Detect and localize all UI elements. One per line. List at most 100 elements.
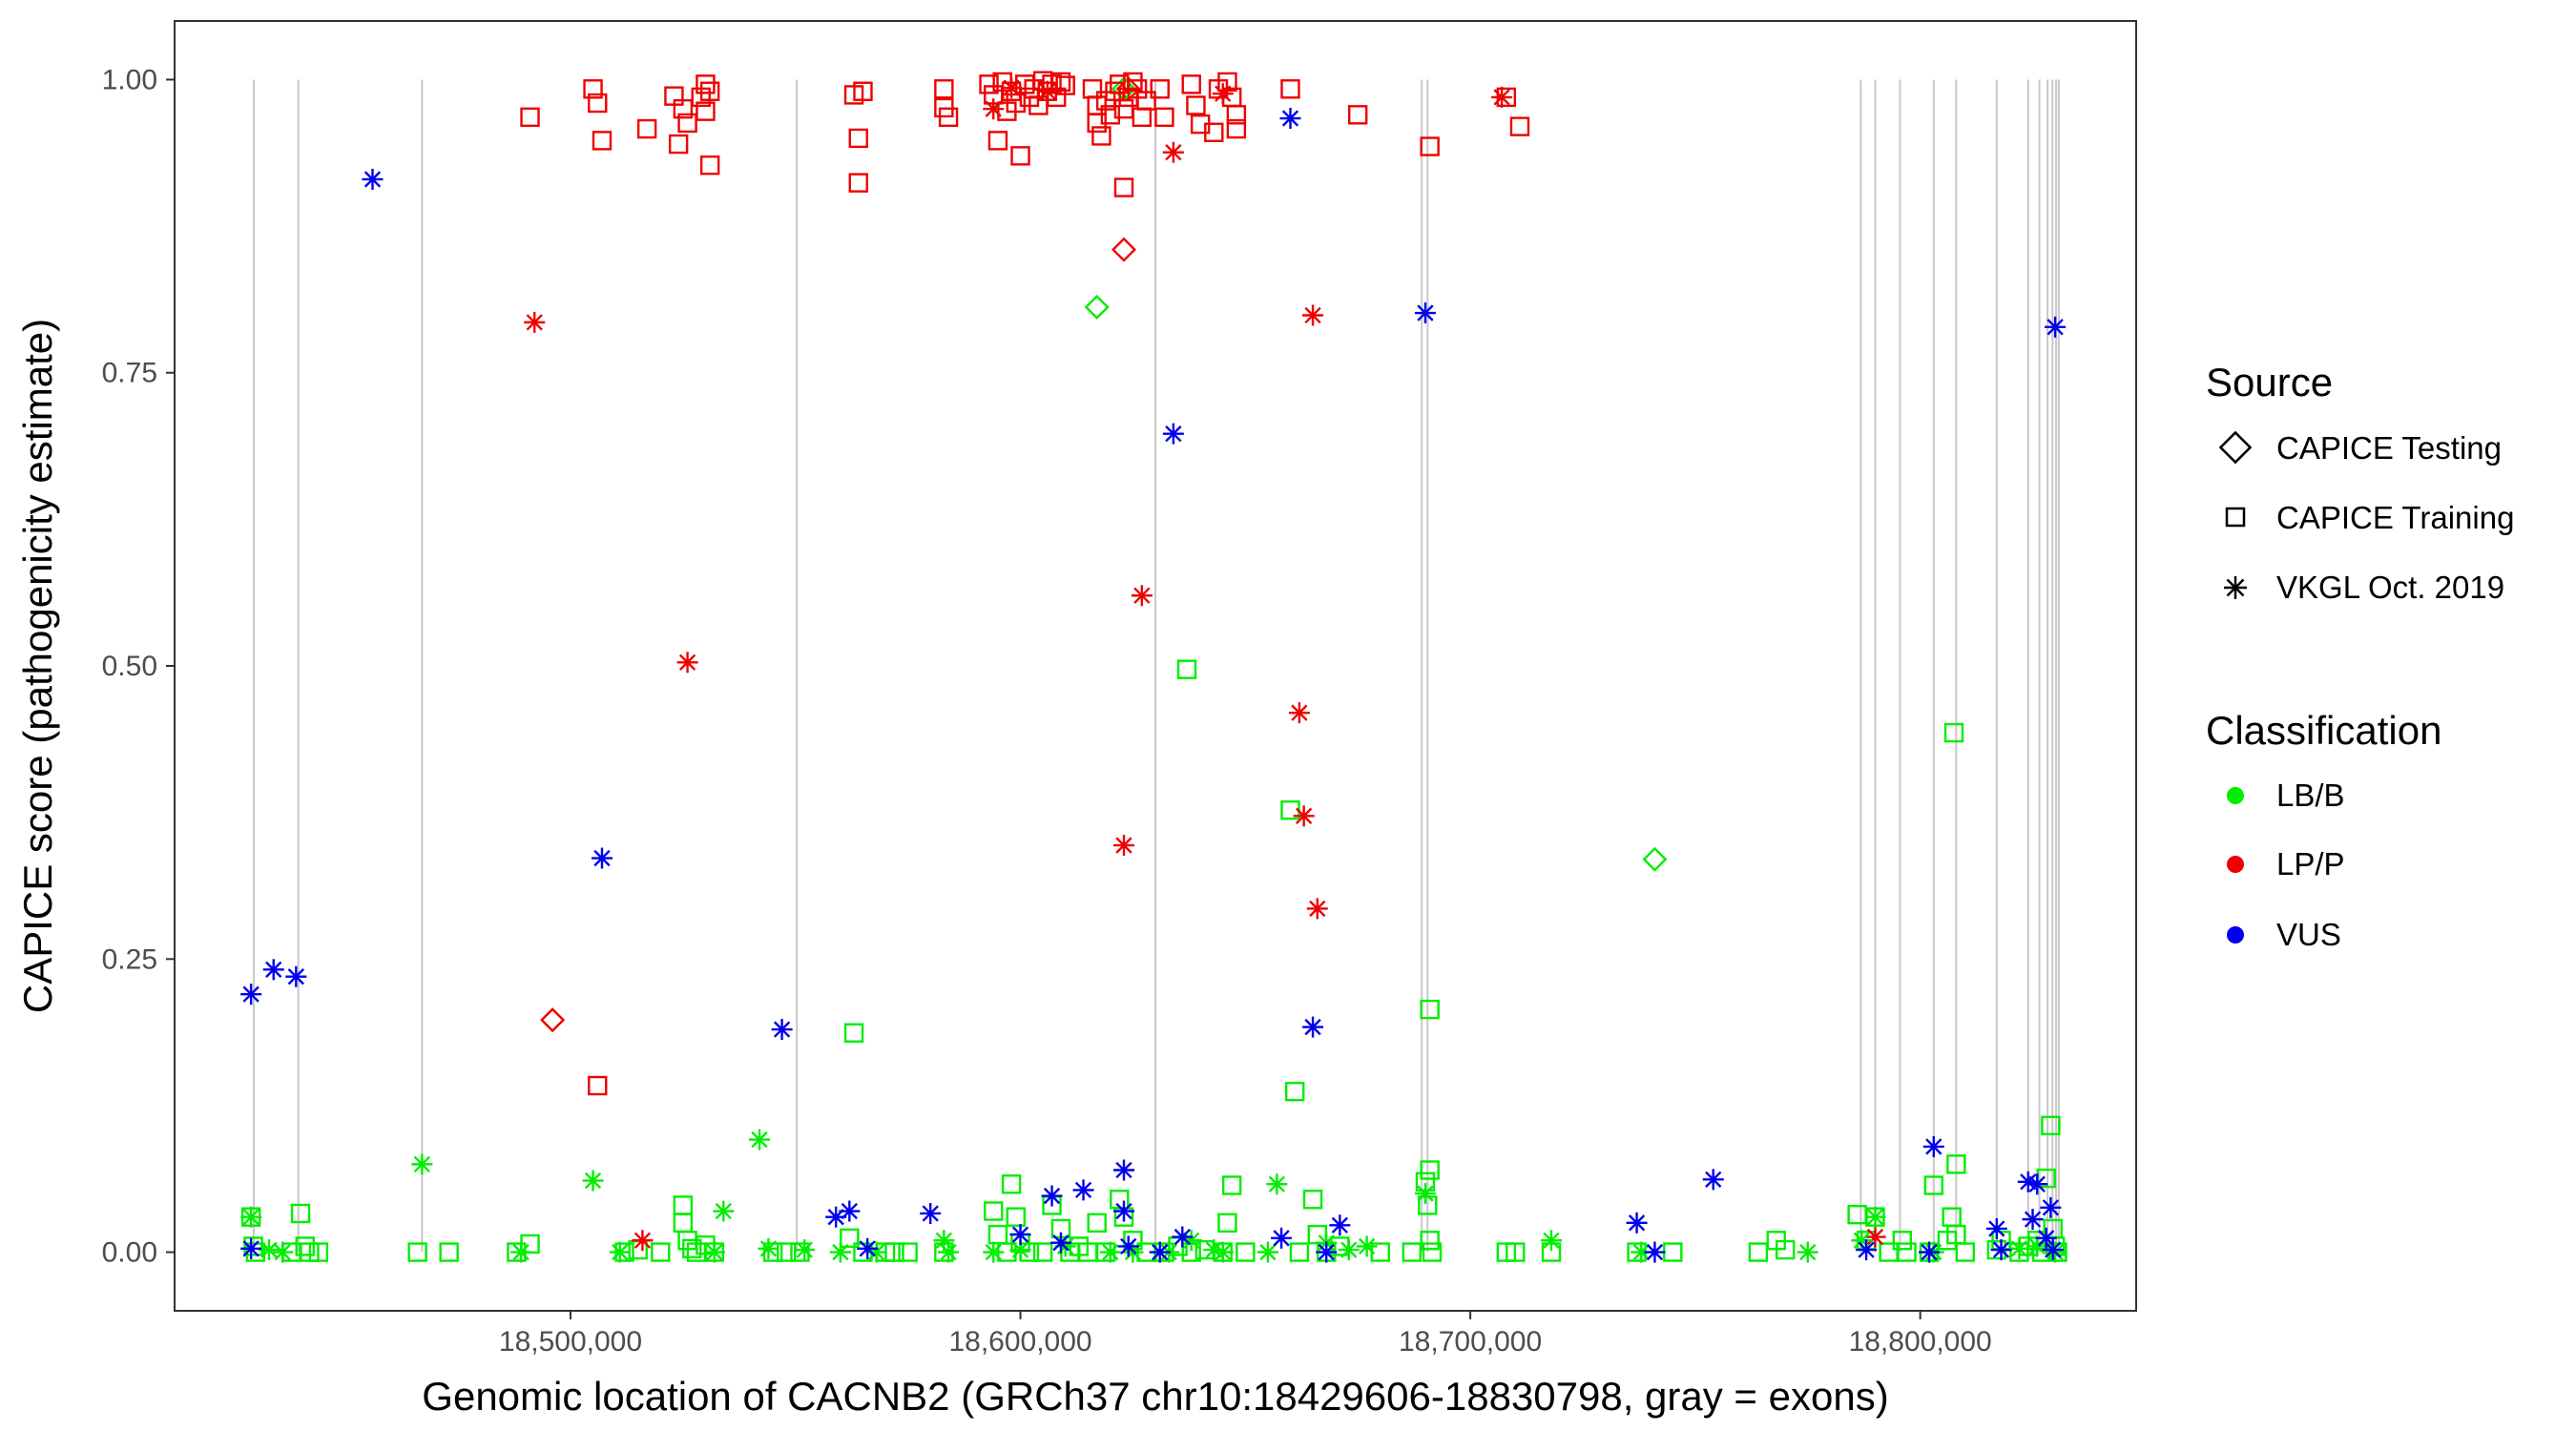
data-point-vkgl: [1414, 1183, 1436, 1205]
data-point-vkgl: [1212, 83, 1234, 105]
data-point-vkgl: [1919, 1241, 1941, 1263]
data-point-vkgl: [1316, 1241, 1338, 1263]
data-point-vkgl: [676, 652, 698, 674]
data-point-training: [1402, 1242, 1422, 1262]
data-point-training: [1006, 1207, 1027, 1227]
data-point-vkgl: [609, 1241, 631, 1263]
data-point-training: [1236, 1242, 1256, 1262]
data-point-vkgl: [794, 1239, 816, 1261]
data-point-vkgl: [1112, 1200, 1134, 1222]
data-point-vkgl: [703, 1241, 725, 1263]
data-point-vkgl: [262, 959, 284, 981]
data-point-training: [1055, 75, 1075, 95]
data-point-vkgl: [1922, 1135, 1944, 1157]
data-point-vkgl: [983, 1241, 1005, 1263]
data-point-vkgl: [1112, 835, 1134, 857]
data-point-vkgl: [713, 1200, 735, 1222]
data-point-training: [1226, 105, 1247, 125]
legend-label-lbb: LB/B: [2276, 778, 2345, 813]
data-point-training: [1280, 79, 1300, 99]
legend-swatch-training: [2225, 507, 2246, 528]
data-point-training: [588, 1075, 608, 1096]
data-point-vkgl: [240, 984, 262, 1006]
data-point-vkgl: [771, 1019, 793, 1041]
data-point-vkgl: [411, 1153, 433, 1175]
exon-layer: [253, 79, 2060, 1253]
data-point-vkgl: [1099, 1241, 1121, 1263]
data-point-vkgl: [2035, 1227, 2057, 1249]
data-point-vkgl: [1041, 1185, 1063, 1207]
data-point-vkgl: [1644, 1241, 1666, 1263]
data-point-vkgl: [2042, 1239, 2064, 1261]
data-point-vkgl: [938, 1241, 960, 1263]
y-tick-label: 0.25: [102, 944, 157, 975]
data-point-training: [520, 107, 540, 127]
y-axis-title: CAPICE score (pathogenicity estimate): [15, 319, 60, 1013]
data-point-training: [1420, 1160, 1440, 1180]
data-point-training: [699, 155, 720, 176]
data-point-training: [290, 1203, 311, 1224]
data-point-training: [1302, 1190, 1323, 1210]
data-point-vkgl: [1288, 702, 1310, 724]
x-tick-label: 18,700,000: [1399, 1326, 1542, 1358]
data-point-training: [1001, 1174, 1022, 1194]
data-point-vkgl: [1626, 1212, 1648, 1234]
data-point-training: [1176, 659, 1197, 679]
data-point-vkgl: [857, 1237, 879, 1259]
data-point-vkgl: [1180, 1230, 1202, 1252]
data-point-training: [1091, 126, 1111, 146]
data-point-training: [840, 1228, 860, 1248]
data-point-training: [898, 1242, 918, 1262]
data-point-vkgl: [240, 1237, 262, 1259]
data-point-training: [848, 173, 868, 193]
data-point-vkgl: [1302, 304, 1324, 326]
data-point-vkgl: [758, 1237, 779, 1259]
data-point-vkgl: [1212, 1241, 1234, 1263]
data-point-training: [843, 1023, 864, 1043]
data-point-training: [1123, 72, 1143, 93]
y-tick-label: 1.00: [102, 64, 157, 95]
legend-label-training: CAPICE Training: [2276, 500, 2514, 535]
data-point-training: [1284, 1081, 1305, 1102]
data-point-vkgl: [1279, 108, 1301, 130]
data-point-vkgl: [240, 1206, 262, 1228]
legend-label-testing: CAPICE Testing: [2276, 430, 2502, 466]
data-point-vkgl: [1329, 1214, 1351, 1236]
data-point-training: [668, 134, 689, 155]
data-point-vkgl: [632, 1230, 654, 1252]
data-point-vkgl: [1864, 1226, 1886, 1248]
data-point-vkgl: [1338, 1239, 1360, 1261]
legend-class-title: Classification: [2206, 708, 2441, 753]
data-point-vkgl: [2045, 316, 2067, 338]
data-point-training: [1010, 146, 1030, 166]
data-point-vkgl: [1302, 1016, 1324, 1038]
data-point-vkgl: [524, 311, 546, 333]
data-point-vkgl: [1864, 1206, 1886, 1228]
axis-layer: 0.00 0.25 0.50 0.75 1.00 18,500,000 18,600,000…: [102, 64, 1992, 1358]
data-point-vkgl: [591, 847, 613, 869]
data-point-testing: [1084, 294, 1110, 320]
data-point-training: [1032, 1242, 1053, 1262]
data-point-vkgl: [1149, 1241, 1171, 1263]
data-point-training: [1892, 1231, 1912, 1251]
data-point-training: [1221, 1175, 1242, 1195]
data-point-training: [790, 1242, 810, 1262]
data-point-testing: [540, 1007, 566, 1033]
data-point-training: [1113, 177, 1134, 197]
data-point-vkgl: [2026, 1173, 2048, 1195]
data-point-vkgl: [1162, 423, 1184, 445]
data-point-vkgl: [1797, 1241, 1818, 1263]
data-point-training: [1226, 118, 1247, 139]
data-point-training: [1955, 1242, 1976, 1262]
data-point-vkgl: [1117, 1235, 1139, 1257]
data-point-training: [699, 81, 720, 101]
data-point-vkgl: [2022, 1209, 2044, 1231]
data-point-training: [1050, 72, 1071, 93]
data-point-training: [1420, 136, 1440, 156]
data-point-vkgl: [1257, 1241, 1278, 1263]
data-point-training: [696, 101, 716, 121]
data-point-training: [2041, 1115, 2061, 1136]
data-point-vkgl: [1172, 1226, 1194, 1248]
data-point-vkgl: [1414, 302, 1436, 324]
y-tick-label: 0.00: [102, 1237, 157, 1269]
